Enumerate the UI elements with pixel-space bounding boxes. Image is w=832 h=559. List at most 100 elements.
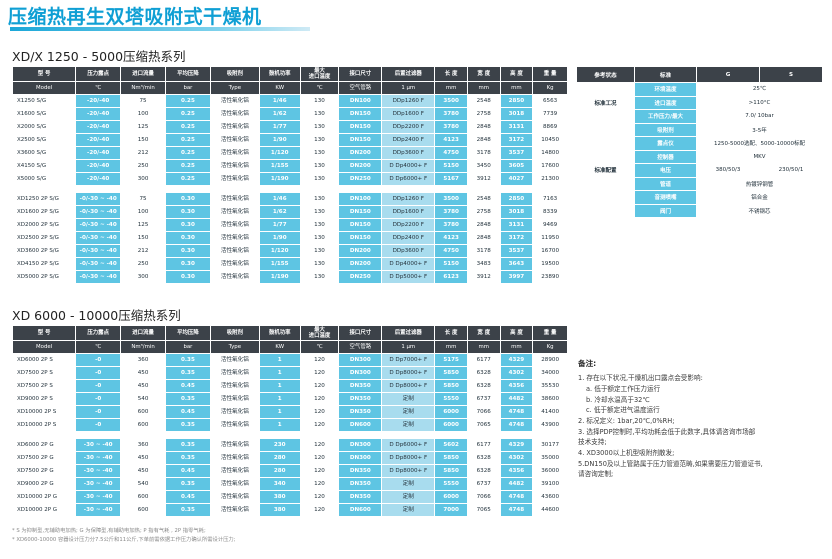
col-header-9: 长 度 (434, 325, 468, 341)
reference-table-header: 参考状态 标准 G S (576, 66, 823, 83)
cell-12: 11950 (532, 231, 568, 245)
cell-12: 35000 (532, 451, 568, 465)
cell-4: 活性氧化铝 (209, 379, 260, 393)
col-unit-3: bar (165, 340, 211, 354)
col-unit-0: Model (11, 81, 77, 95)
cell-5: 1 (258, 379, 301, 393)
cell-7: DN600 (338, 418, 383, 432)
cell-3: 0.45 (165, 405, 211, 419)
cell-5: 1 (258, 418, 301, 432)
cell-3: 0.45 (165, 490, 211, 504)
cell-11: 3643 (499, 257, 534, 271)
col-header-8: 后置过滤器 (381, 325, 436, 341)
cell-1: -20/-40 (75, 94, 122, 108)
cell-11: 4748 (499, 418, 534, 432)
table-row: X2000 S/G -20/-40 125 0.25 活性氧化铝 1/77 130 DN150… (11, 120, 568, 134)
cell-11: 4329 (499, 438, 534, 452)
cell-4: 活性氧化铝 (209, 159, 260, 173)
col-unit-8: 1 μm (381, 81, 436, 95)
cell-12: 35530 (532, 379, 568, 393)
col-unit-0: Model (11, 340, 77, 354)
cell-2: 150 (120, 133, 166, 147)
cell-1: -20/-40 (75, 107, 122, 121)
cell-3: 0.30 (165, 218, 211, 232)
col-header-5: 鼓机功率 (258, 66, 301, 82)
cell-model: X4150 S/G (11, 159, 77, 173)
cell-8: D Dp8000+ F (381, 379, 436, 393)
col-header-6: 最大 进口温度 (299, 66, 340, 82)
notes-section: 备注: 1. 存在以下状况,干燥机出口露点会受影响: a. 低于额定工作压力运行 b… (578, 358, 828, 480)
cell-model: XD7500 2P S (11, 379, 77, 393)
cell-9: 4123 (434, 231, 468, 245)
ref-value: 不锈钢芯 (696, 203, 823, 218)
cell-2: 212 (120, 244, 166, 258)
cell-4: 活性氧化铝 (209, 451, 260, 465)
cell-6: 120 (299, 392, 340, 406)
cell-9: 7000 (434, 503, 468, 517)
col-header-10: 宽 度 (466, 66, 501, 82)
cell-12: 19500 (532, 257, 568, 271)
cell-10: 3483 (466, 257, 501, 271)
cell-9: 4123 (434, 133, 468, 147)
cell-11: 3605 (499, 159, 534, 173)
cell-2: 600 (120, 503, 166, 517)
cell-7: DN250 (338, 172, 383, 186)
cell-1: -30 ~ -40 (75, 438, 122, 452)
reference-table-body: 标准工况 环境温度 25℃ 进口温度 >110°C 工作压力/最大 7.0/ 10bar 标准… (576, 82, 823, 218)
cell-4: 活性氧化铝 (209, 146, 260, 160)
cell-model: X2000 S/G (11, 120, 77, 134)
cell-4: 活性氧化铝 (209, 366, 260, 380)
table-row: XD1600 2P S/G -0/-30 ~ -40 100 0.30 活性氧化铝 1/6… (11, 205, 568, 219)
cell-model: XD2000 2P S/G (11, 218, 77, 232)
col-header-7: 接口尺寸 (338, 66, 383, 82)
col-unit-6: ℃ (299, 81, 340, 95)
col-unit-7: 空气管路 (338, 340, 383, 354)
cell-model: XD10000 2P S (11, 418, 77, 432)
cell-8: D Dp8000+ F (381, 451, 436, 465)
col-unit-9: mm (434, 81, 468, 95)
table-row: X1250 S/G -20/-40 75 0.25 活性氧化铝 1/46 130 DN100 D… (11, 94, 568, 108)
cell-9: 5850 (434, 451, 468, 465)
cell-6: 130 (299, 244, 340, 258)
cell-11: 3537 (499, 146, 534, 160)
cell-11: 4356 (499, 379, 534, 393)
cell-model: X1250 S/G (11, 94, 77, 108)
ref-table-row: 控制器 MKV (577, 149, 823, 164)
cell-12: 28900 (532, 353, 568, 367)
cell-6: 120 (299, 438, 340, 452)
notes-list: 1. 存在以下状况,干燥机出口露点会受影响: a. 低于额定工作压力运行 b. 冷却… (578, 373, 828, 480)
col-header-1: 压力露点 (75, 66, 122, 82)
note-item-1: a. 低于额定工作压力运行 (586, 384, 661, 393)
ref-group-label: 标准工况 (576, 82, 635, 124)
col-unit-11: mm (499, 81, 534, 95)
col-unit-1: ℃ (75, 81, 122, 95)
cell-7: DN100 (338, 192, 383, 206)
col-unit-12: Kg (532, 81, 568, 95)
cell-3: 0.35 (165, 503, 211, 517)
cell-7: DN100 (338, 94, 383, 108)
cell-2: 125 (120, 218, 166, 232)
cell-model: XD10000 2P G (11, 503, 77, 517)
cell-1: -20/-40 (75, 146, 122, 160)
cell-11: 2850 (499, 94, 534, 108)
cell-10: 2758 (466, 107, 501, 121)
cell-7: DN300 (338, 438, 383, 452)
cell-1: -20/-40 (75, 172, 122, 186)
table-row: XD10000 2P G -30 ~ -40 600 0.35 活性氧化铝 380 120 D… (11, 503, 568, 517)
cell-9: 5175 (434, 353, 468, 367)
page-title-bar: 压缩热再生双塔吸附式干燥机 (0, 0, 832, 30)
table-row: XD9000 2P G -30 ~ -40 540 0.35 活性氧化铝 340 120 DN… (11, 477, 568, 491)
cell-2: 360 (120, 438, 166, 452)
cell-12: 8339 (532, 205, 568, 219)
cell-8: DDp3600 F (381, 244, 436, 258)
cell-11: 4482 (499, 477, 534, 491)
cell-12: 9469 (532, 218, 568, 232)
cell-4: 活性氧化铝 (209, 244, 260, 258)
cell-8: 定制 (381, 405, 436, 419)
cell-1: -0/-30 ~ -40 (75, 218, 122, 232)
cell-5: 1/62 (258, 107, 301, 121)
cell-11: 4748 (499, 490, 534, 504)
cell-8: 定制 (381, 392, 436, 406)
cell-4: 活性氧化铝 (209, 172, 260, 186)
col-header-11: 高 度 (499, 66, 534, 82)
